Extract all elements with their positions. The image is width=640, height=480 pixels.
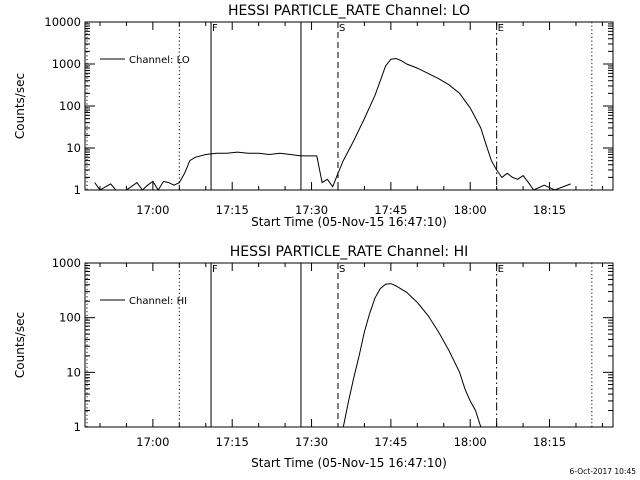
event-marker-label: E — [498, 23, 504, 34]
event-marker-label: S — [339, 264, 345, 275]
x-tick-label: 18:15 — [533, 435, 566, 449]
series-line — [342, 283, 482, 428]
y-tick-label: 100 — [59, 311, 81, 325]
y-axis-label: Counts/sec — [13, 73, 27, 139]
y-tick-label: 1000 — [52, 256, 81, 270]
event-marker-label: F — [212, 23, 218, 34]
chart-title: HESSI PARTICLE_RATE Channel: HI — [230, 244, 468, 260]
x-tick-label: 18:15 — [533, 203, 566, 217]
y-axis: 1 10 100 1000 10000 — [44, 15, 613, 197]
x-tick-label: 17:45 — [374, 203, 407, 217]
y-tick-label: 10000 — [44, 15, 81, 29]
x-tick-label: 17:15 — [216, 435, 249, 449]
y-tick-label: 1 — [74, 183, 81, 197]
event-marker-label: F — [212, 264, 218, 275]
y-tick-label: 10 — [66, 365, 81, 379]
x-axis: 17:00 17:15 17:30 17:45 18:00 18:15 — [99, 22, 603, 217]
chart-title: HESSI PARTICLE_RATE Channel: LO — [228, 3, 470, 19]
x-tick-label: 17:30 — [295, 203, 328, 217]
plot-frame — [84, 21, 614, 191]
series-line — [94, 57, 571, 191]
x-axis: 17:00 17:15 17:30 17:45 18:00 18:15 — [99, 263, 603, 449]
y-axis-label: Counts/sec — [13, 312, 27, 378]
y-axis: 1 10 100 1000 — [52, 256, 613, 434]
event-marker-label: E — [498, 264, 504, 275]
y-tick-label: 1 — [74, 420, 81, 434]
x-axis-label: Start Time (05-Nov-15 16:47:10) — [251, 215, 447, 229]
y-tick-label: 1000 — [52, 57, 81, 71]
legend-label: Channel: HI — [129, 296, 187, 307]
x-tick-label: 17:45 — [374, 435, 407, 449]
x-tick-label: 18:00 — [454, 203, 487, 217]
lo-channel-panel: HESSI PARTICLE_RATE Channel: LO 1 10 100 100… — [13, 3, 614, 229]
x-axis-label: Start Time (05-Nov-15 16:47:10) — [251, 456, 447, 470]
plot-frame — [84, 262, 614, 428]
event-marker-label: S — [339, 23, 345, 34]
y-tick-label: 100 — [59, 99, 81, 113]
x-tick-label: 17:15 — [216, 203, 249, 217]
hi-channel-panel: HESSI PARTICLE_RATE Channel: HI 1 10 100 100… — [13, 244, 614, 470]
x-tick-label: 18:00 — [454, 435, 487, 449]
x-tick-label: 17:00 — [136, 435, 169, 449]
legend-label: Channel: LO — [129, 55, 190, 66]
timestamp-stamp: 6-Oct-2017 10:45 — [570, 467, 637, 476]
x-tick-label: 17:00 — [136, 203, 169, 217]
y-tick-label: 10 — [66, 141, 81, 155]
x-tick-label: 17:30 — [295, 435, 328, 449]
